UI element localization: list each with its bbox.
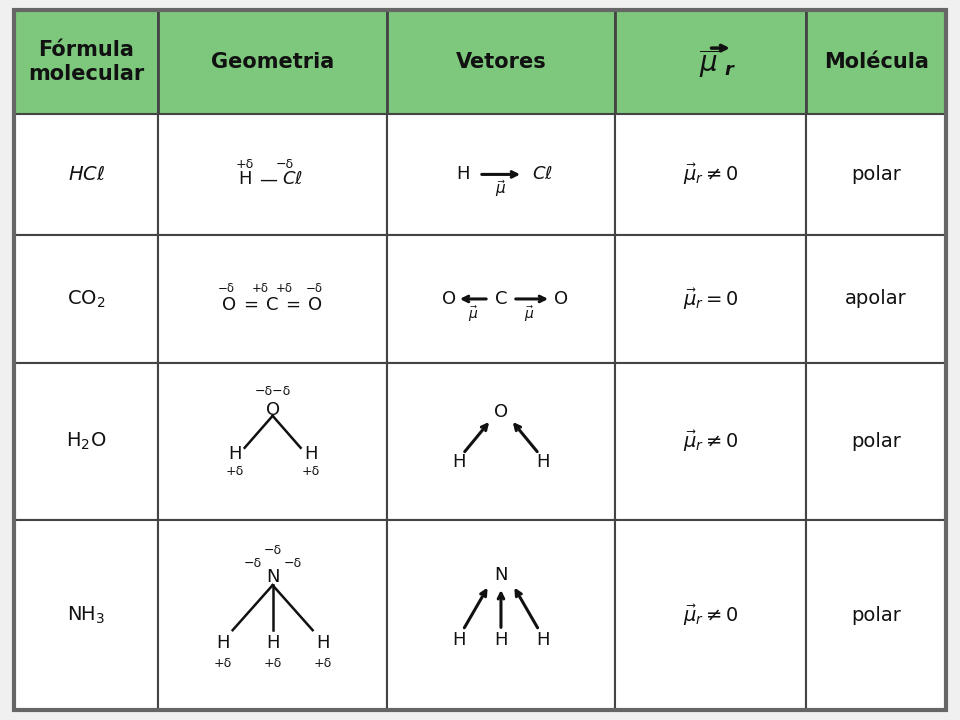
Text: H: H [266,634,279,652]
Text: C: C [494,290,507,308]
Bar [158,235,387,364]
Text: polar: polar [852,606,901,625]
Text: N: N [266,568,279,586]
Bar [158,114,387,235]
Text: Geometria: Geometria [211,52,334,72]
Text: polar: polar [852,432,901,451]
Bar [615,10,806,114]
Bar [158,521,387,710]
Text: $\vec{\mu}_r = 0$: $\vec{\mu}_r = 0$ [683,287,738,312]
Text: apolar: apolar [845,289,907,308]
Text: $\overline{\mu}$: $\overline{\mu}$ [699,48,719,81]
Text: −δ−δ: −δ−δ [254,385,291,398]
Text: +δ: +δ [276,282,293,295]
Text: =: = [285,296,300,314]
Text: +δ: +δ [226,465,244,478]
Text: +δ: +δ [263,657,281,670]
Text: −δ: −δ [264,544,281,557]
Text: +δ: +δ [252,282,269,295]
Bar [14,235,158,364]
Text: $\vec{\mu}_r \neq 0$: $\vec{\mu}_r \neq 0$ [683,603,738,628]
Text: N: N [494,566,508,584]
Text: +δ: +δ [301,465,320,478]
Bar [615,114,806,235]
Bar [14,114,158,235]
Bar [158,10,387,114]
Text: H: H [537,453,550,471]
Text: −δ: −δ [306,282,324,295]
Bar [387,10,615,114]
Bar [158,364,387,521]
Text: Fórmula
molecular: Fórmula molecular [28,40,144,84]
Text: NH$_3$: NH$_3$ [67,605,106,626]
Text: H: H [456,166,469,184]
Text: +δ: +δ [314,657,332,670]
Text: H: H [537,631,550,649]
Text: O: O [222,296,236,314]
Text: $\vec{\mu}$: $\vec{\mu}$ [495,178,507,199]
Bar [806,10,946,114]
Text: =: = [243,296,258,314]
Text: r: r [724,61,733,79]
Text: Vetores: Vetores [456,52,546,72]
Text: O: O [266,401,279,419]
Text: H: H [304,445,318,463]
Text: $\vec{\mu}$: $\vec{\mu}$ [524,304,535,324]
Text: Molécula: Molécula [824,52,928,72]
Text: +δ: +δ [235,158,253,171]
Text: H$_2$O: H$_2$O [66,431,107,452]
Bar [387,114,615,235]
Text: polar: polar [852,165,901,184]
Text: H: H [452,453,466,471]
Text: +δ: +δ [213,657,231,670]
Text: C$\ell$: C$\ell$ [282,171,303,189]
Bar [806,114,946,235]
Bar [14,521,158,710]
Bar [615,364,806,521]
Bar [806,521,946,710]
Text: −δ: −δ [283,557,301,570]
Text: $\vec{\mu}_r \neq 0$: $\vec{\mu}_r \neq 0$ [683,429,738,454]
Bar [615,521,806,710]
Text: −δ: −δ [276,158,294,171]
Text: C: C [266,296,278,314]
Bar [615,235,806,364]
Text: H: H [316,634,329,652]
Bar [806,364,946,521]
Bar [14,10,158,114]
Text: C$\ell$: C$\ell$ [533,166,554,184]
Text: −δ: −δ [218,282,235,295]
Text: −δ: −δ [244,557,262,570]
Text: H: H [494,631,508,649]
Text: H: H [452,631,466,649]
Bar [806,235,946,364]
Bar [14,364,158,521]
Bar [387,364,615,521]
Bar [387,235,615,364]
Text: O: O [493,402,508,420]
Text: $\vec{\mu}_r \neq 0$: $\vec{\mu}_r \neq 0$ [683,162,738,187]
Text: H: H [216,634,229,652]
Text: H: H [228,445,241,463]
Text: O: O [442,290,456,308]
Text: O: O [307,296,322,314]
Text: $\vec{\mu}$: $\vec{\mu}$ [468,304,478,324]
Text: H: H [238,171,252,189]
Text: HC$\ell$: HC$\ell$ [67,165,105,184]
Text: O: O [554,290,568,308]
Text: —: — [258,171,276,189]
Text: CO$_2$: CO$_2$ [67,288,106,310]
Bar [387,521,615,710]
